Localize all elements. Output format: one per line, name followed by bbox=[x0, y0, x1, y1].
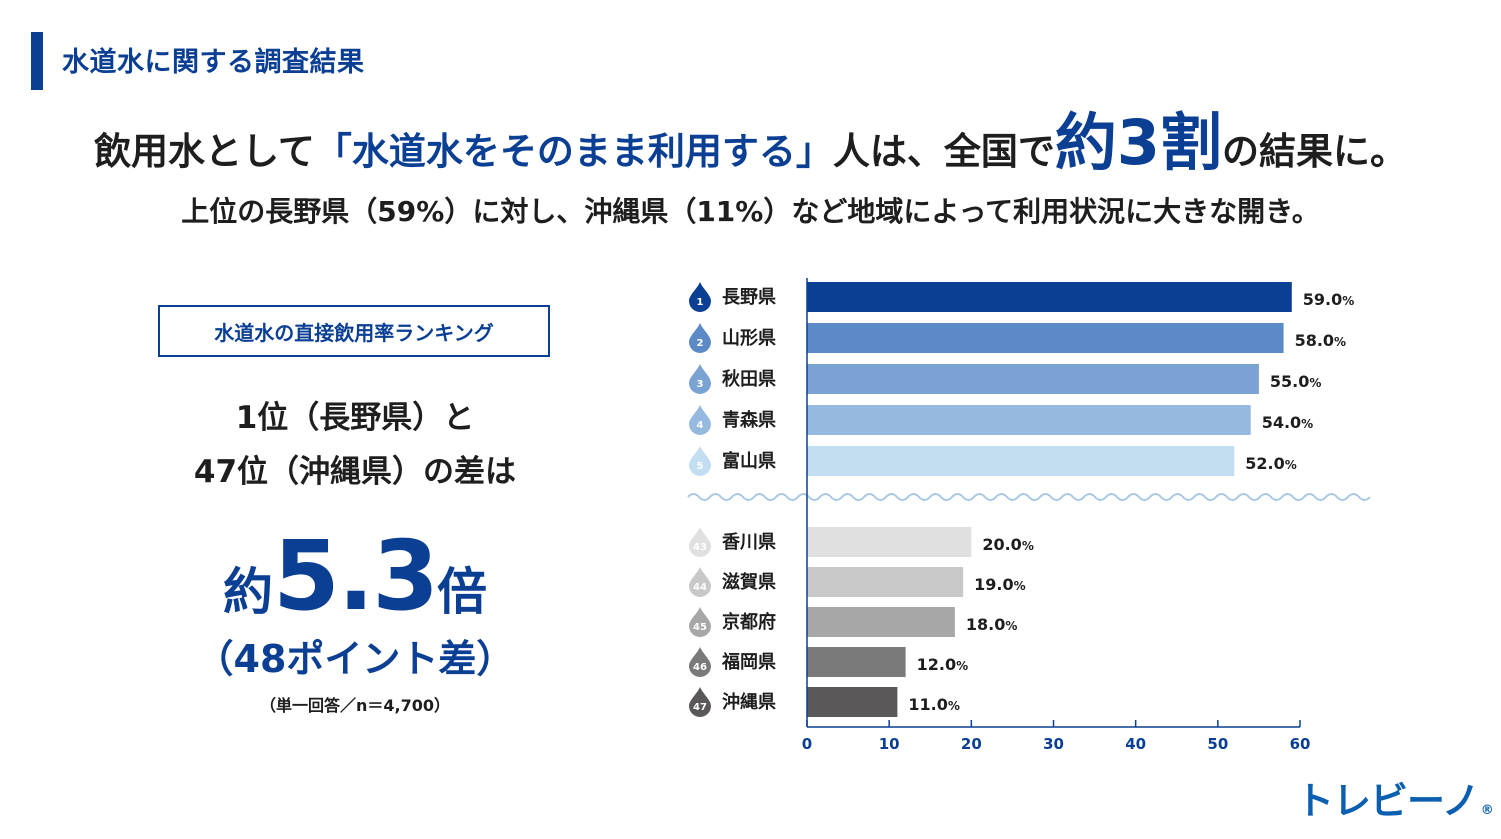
ratio-suffix: 倍 bbox=[437, 563, 488, 621]
rank-drop-icon bbox=[689, 607, 711, 637]
ranking-title: 水道水の直接飲用率ランキング bbox=[214, 320, 494, 345]
rank-drop-icon bbox=[689, 647, 711, 677]
rank-drop-icon bbox=[689, 446, 711, 476]
rank-drop-icon bbox=[689, 687, 711, 717]
ratio-value: 5.3 bbox=[272, 520, 439, 632]
value-unit: % bbox=[1309, 376, 1321, 390]
headline: 飲用水として「水道水をそのまま利用する」人は、全国で約3割の結果に。 bbox=[0, 92, 1501, 182]
x-tick-label: 40 bbox=[1125, 735, 1146, 753]
value-unit: % bbox=[1342, 294, 1354, 308]
category-label: 滋賀県 bbox=[722, 571, 776, 593]
x-tick-label: 0 bbox=[802, 735, 812, 753]
value-unit: % bbox=[956, 659, 968, 673]
brand-logo: トレビーノ ® bbox=[1296, 770, 1494, 825]
x-tick-label: 50 bbox=[1207, 735, 1228, 753]
subheadline: 上位の長野県（59%）に対し、沖縄県（11%）など地域によって利用状況に大きな開… bbox=[181, 195, 1320, 228]
category-label: 福岡県 bbox=[721, 651, 776, 673]
bar bbox=[807, 405, 1251, 435]
category-label: 青森県 bbox=[722, 409, 776, 431]
value-unit: % bbox=[1014, 579, 1026, 593]
category-label: 山形県 bbox=[722, 328, 776, 349]
category-label: 沖縄県 bbox=[722, 691, 776, 713]
bar bbox=[807, 527, 972, 557]
category-label: 香川県 bbox=[721, 532, 776, 553]
x-tick-label: 20 bbox=[961, 735, 982, 753]
rank-number: 46 bbox=[693, 662, 707, 673]
value-label: 20.0% bbox=[982, 535, 1034, 554]
bar bbox=[807, 607, 955, 637]
bar bbox=[807, 446, 1235, 476]
rank-number: 2 bbox=[697, 338, 704, 349]
point-difference: （48ポイント差） bbox=[195, 637, 515, 681]
headline-mid: 人は、全国で bbox=[832, 130, 1055, 173]
difference-line-1: 1位（長野県）と bbox=[235, 400, 475, 436]
value-label: 19.0% bbox=[974, 575, 1026, 594]
sample-note: （単一回答／n＝4,700） bbox=[259, 696, 450, 715]
bar bbox=[807, 323, 1284, 353]
rank-number: 44 bbox=[693, 582, 707, 593]
value-label: 11.0% bbox=[908, 695, 960, 714]
rank-number: 43 bbox=[693, 542, 707, 553]
headline-highlight: 約3割 bbox=[1054, 106, 1223, 179]
value-unit: % bbox=[1005, 619, 1017, 633]
rank-drop-icon bbox=[689, 405, 711, 435]
brand-logo-text: トレビーノ bbox=[1296, 779, 1480, 823]
value-unit: % bbox=[948, 699, 960, 713]
x-tick-label: 60 bbox=[1290, 735, 1311, 753]
value-label: 55.0% bbox=[1270, 372, 1322, 391]
value-label: 59.0% bbox=[1303, 290, 1355, 309]
rank-drop-icon bbox=[689, 527, 711, 557]
rank-number: 1 bbox=[697, 297, 704, 308]
registered-mark: ® bbox=[1480, 803, 1494, 818]
ratio-callout: 約5.3倍 bbox=[150, 520, 560, 632]
value-label: 58.0% bbox=[1295, 331, 1347, 350]
rank-drop-icon bbox=[689, 567, 711, 597]
value-label: 52.0% bbox=[1245, 454, 1297, 473]
rank-number: 4 bbox=[697, 420, 704, 431]
value-label: 12.0% bbox=[917, 655, 969, 674]
value-label: 18.0% bbox=[966, 615, 1018, 634]
headline-pre: 飲用水として bbox=[93, 130, 315, 173]
difference-line-2: 47位（沖縄県）の差は bbox=[193, 454, 517, 490]
bar bbox=[807, 567, 964, 597]
section-title: 水道水に関する調査結果 bbox=[62, 47, 365, 78]
ranking-title-box: 水道水の直接飲用率ランキング bbox=[158, 305, 550, 357]
value-unit: % bbox=[1022, 539, 1034, 553]
bar bbox=[807, 687, 898, 717]
ratio-prefix: 約 bbox=[222, 563, 273, 621]
headline-post: の結果に。 bbox=[1222, 130, 1408, 173]
axis-break-wave bbox=[687, 493, 1371, 501]
category-label: 秋田県 bbox=[722, 368, 776, 390]
bar bbox=[807, 647, 906, 677]
rank-number: 45 bbox=[693, 622, 707, 633]
value-unit: % bbox=[1334, 335, 1346, 349]
rank-number: 47 bbox=[693, 702, 707, 713]
bar bbox=[807, 282, 1292, 312]
rank-number: 5 bbox=[697, 461, 704, 472]
rank-number: 3 bbox=[697, 379, 704, 390]
rank-drop-icon bbox=[689, 282, 711, 312]
value-unit: % bbox=[1301, 417, 1313, 431]
category-label: 京都府 bbox=[722, 611, 776, 633]
section-accent-bar bbox=[31, 32, 43, 90]
category-label: 富山県 bbox=[722, 450, 776, 472]
value-label: 54.0% bbox=[1262, 413, 1314, 432]
x-tick-label: 30 bbox=[1043, 735, 1064, 753]
value-unit: % bbox=[1285, 458, 1297, 472]
x-tick-label: 10 bbox=[879, 735, 900, 753]
category-label: 長野県 bbox=[722, 287, 776, 308]
rank-drop-icon bbox=[689, 364, 711, 394]
bar bbox=[807, 364, 1259, 394]
headline-quote: 「水道水をそのまま利用する」 bbox=[314, 130, 833, 173]
rank-drop-icon bbox=[689, 323, 711, 353]
